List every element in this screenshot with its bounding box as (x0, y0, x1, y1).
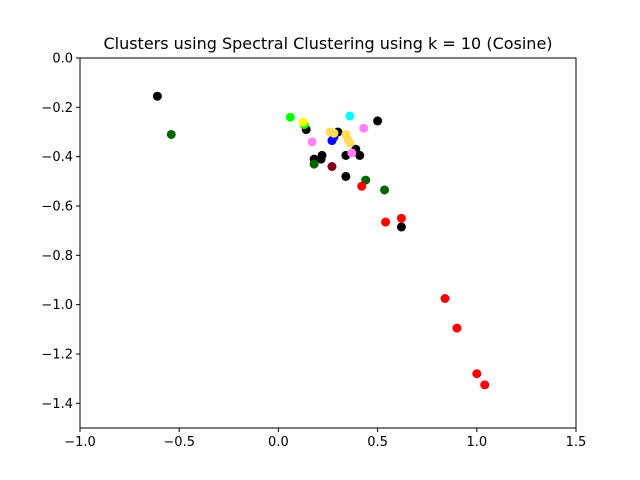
y-axis: 0.0 −0.2 −0.4 −0.6 −0.8 −1.0 −1.2 −1.4 (41, 52, 80, 412)
data-point (345, 111, 355, 121)
data-point (480, 380, 490, 390)
data-point (396, 222, 406, 232)
y-tick-label: −1.0 (41, 298, 73, 313)
x-tick-label: −1.0 (64, 435, 96, 450)
data-point (166, 129, 176, 139)
x-tick-label: −0.5 (163, 435, 195, 450)
data-point (152, 91, 162, 101)
data-point (329, 128, 339, 138)
data-point (347, 148, 357, 158)
data-point (373, 116, 383, 126)
x-tick-label: 0.5 (367, 435, 388, 450)
y-tick-label: −1.2 (41, 348, 73, 363)
data-point (345, 138, 355, 148)
y-tick-label: −0.2 (41, 101, 73, 116)
x-axis: −1.0 −0.5 0.0 0.5 1.0 1.5 (64, 428, 586, 450)
data-point (309, 159, 319, 169)
y-tick-label: −0.8 (41, 249, 73, 264)
data-point (355, 150, 365, 160)
x-tick-label: 1.5 (566, 435, 587, 450)
x-tick-label: 0.0 (268, 435, 289, 450)
data-point (380, 185, 390, 195)
data-point (357, 181, 367, 191)
data-point (472, 369, 482, 379)
y-tick-label: −1.4 (41, 397, 73, 412)
data-point (359, 123, 369, 133)
x-tick-label: 1.0 (466, 435, 487, 450)
data-point (327, 162, 337, 172)
data-point (396, 213, 406, 223)
data-point (298, 117, 308, 127)
data-point (452, 323, 462, 333)
data-point (341, 171, 351, 181)
data-point (307, 137, 317, 147)
data-points (152, 91, 490, 390)
data-point (316, 154, 326, 164)
y-tick-label: −0.4 (41, 150, 73, 165)
data-point (285, 112, 295, 122)
y-tick-label: 0.0 (52, 52, 73, 67)
data-point (381, 217, 391, 227)
data-point (440, 294, 450, 303)
axes-frame (79, 57, 577, 429)
y-tick-label: −0.6 (41, 200, 73, 215)
chart-title: Clusters using Spectral Clustering using… (103, 34, 552, 53)
